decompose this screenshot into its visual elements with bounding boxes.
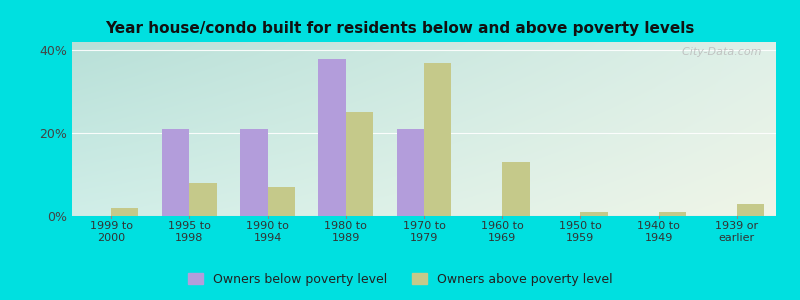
Bar [397,129,424,216]
Bar [240,129,267,216]
Bar [162,129,190,216]
Bar [424,63,451,216]
Bar [737,204,764,216]
Bar [502,162,530,216]
Text: City-Data.com: City-Data.com [675,47,762,57]
Bar [581,212,608,216]
Bar [658,212,686,216]
Bar [111,208,138,216]
Bar [318,58,346,216]
Legend: Owners below poverty level, Owners above poverty level: Owners below poverty level, Owners above… [182,268,618,291]
Bar [267,187,295,216]
Bar [346,112,373,216]
Text: Year house/condo built for residents below and above poverty levels: Year house/condo built for residents bel… [106,21,694,36]
Bar [190,183,217,216]
